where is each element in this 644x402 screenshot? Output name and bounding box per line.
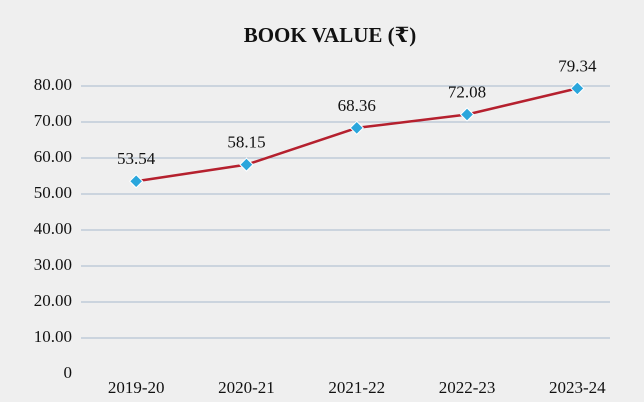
y-tick-label: 10.00: [34, 327, 72, 346]
data-label: 58.15: [227, 133, 265, 152]
x-tick-label: 2021-22: [328, 378, 385, 397]
x-tick-label: 2023-24: [549, 378, 606, 397]
y-tick-label: 60.00: [34, 147, 72, 166]
y-tick-label: 30.00: [34, 255, 72, 274]
marker: [239, 157, 254, 172]
x-tick-label: 2020-21: [218, 378, 275, 397]
y-tick-label: 40.00: [34, 219, 72, 238]
marker: [128, 174, 144, 189]
data-label: 79.34: [558, 56, 597, 75]
data-label: 68.36: [338, 96, 376, 115]
y-tick-label: 50.00: [34, 183, 72, 202]
marker: [349, 120, 364, 136]
data-label: 72.08: [448, 82, 486, 101]
y-tick-label: 70.00: [34, 111, 72, 130]
y-tick-label: 20.00: [34, 291, 72, 310]
marker: [459, 107, 475, 122]
y-tick-label: 80.00: [34, 75, 72, 94]
marker: [570, 81, 585, 96]
y-tick-label: 0: [64, 363, 73, 382]
x-tick-label: 2022-23: [439, 378, 496, 397]
data-label: 53.54: [117, 149, 156, 168]
chart-title: BOOK VALUE (₹): [244, 23, 417, 47]
x-tick-label: 2019-20: [108, 378, 165, 397]
